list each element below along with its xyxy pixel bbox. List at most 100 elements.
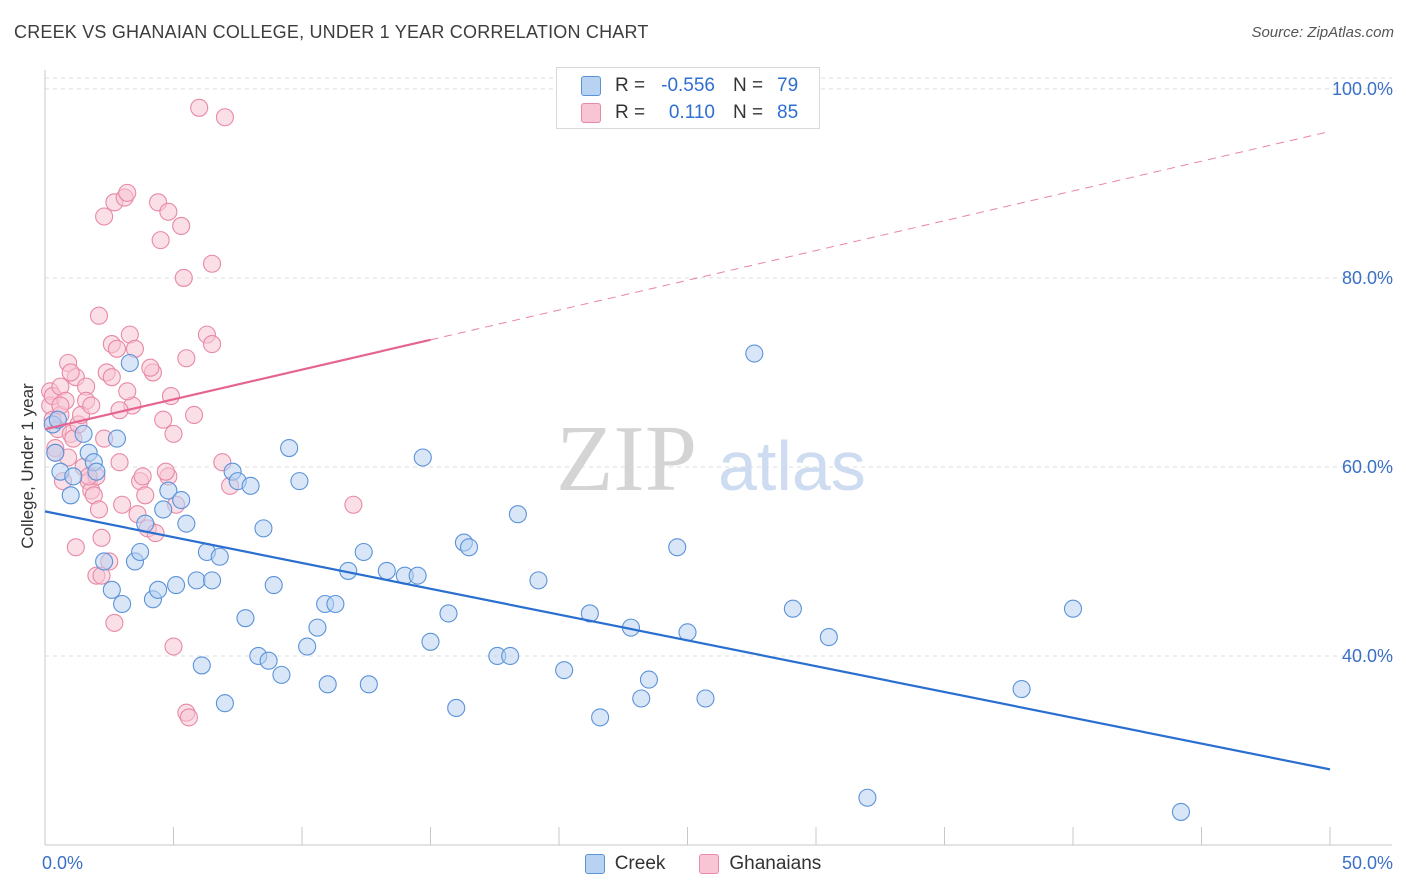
creek-point: [439, 604, 458, 623]
y-axis-label: College, Under 1 year: [18, 383, 37, 549]
ghanaians-point: [118, 382, 137, 401]
creek-point: [632, 689, 651, 708]
ghanaians-point: [159, 202, 178, 221]
creek-trend-line: [44, 510, 1331, 771]
legend-creek-swatch: [584, 854, 605, 874]
creek-point: [210, 547, 229, 566]
creek-point: [203, 571, 222, 590]
ghanaians-point: [151, 231, 170, 250]
creek-point: [783, 599, 802, 618]
creek-point: [120, 353, 139, 373]
ghanaians-trend-extension: [430, 130, 1331, 341]
ghanaians-point: [179, 708, 198, 727]
watermark-atlas: atlas: [718, 427, 866, 505]
ghanaians-point: [136, 486, 155, 505]
ghanaians-point: [164, 637, 183, 656]
y-tick-label: 40.0%: [1342, 646, 1393, 666]
creek-point: [241, 476, 260, 495]
tick-labels: 40.0% 60.0% 80.0% 100.0% 0.0% 50.0%: [42, 79, 1393, 873]
creek-point: [215, 694, 234, 713]
creek-point: [172, 490, 191, 510]
creek-point: [354, 542, 373, 562]
creek-point: [696, 689, 715, 708]
ghanaians-point: [95, 207, 114, 226]
ghanaians-point: [344, 495, 363, 514]
ghanaians-point: [66, 538, 85, 557]
ghanaians-r-label: R =: [615, 102, 646, 123]
creek-point: [149, 580, 168, 599]
creek-point: [639, 670, 659, 689]
ghanaians-point: [154, 410, 173, 429]
creek-point: [280, 438, 299, 458]
ghanaians-point: [89, 306, 109, 325]
ghanaians-point: [174, 268, 193, 287]
ghanaians-point: [89, 500, 109, 519]
ghanaians-swatch: [581, 103, 601, 123]
ghanaians-point: [177, 349, 196, 368]
ghanaians-point: [113, 495, 132, 514]
x-tick-label: 50.0%: [1342, 853, 1393, 873]
y-tick-label: 80.0%: [1342, 268, 1393, 288]
ghanaians-point: [164, 424, 183, 443]
source-label: Source: ZipAtlas.com: [1251, 24, 1394, 41]
trend-lines: [44, 130, 1331, 771]
ghanaians-point: [190, 98, 209, 117]
creek-point: [745, 344, 764, 363]
creek-point: [187, 571, 206, 590]
creek-point: [459, 538, 479, 557]
creek-point: [107, 429, 127, 448]
creek-point: [102, 580, 121, 599]
ghanaians-point: [102, 368, 121, 387]
creek-point: [48, 410, 67, 429]
creek-r-label: R =: [615, 75, 646, 96]
creek-point: [1012, 680, 1031, 699]
creek-point: [819, 628, 838, 647]
legend-item-ghanaians[interactable]: Ghanaians: [699, 853, 821, 875]
ghanaians-trend-line: [44, 338, 431, 431]
ghanaians-point: [118, 183, 137, 202]
creek-points: [43, 344, 1190, 821]
chart-title: CREEK VS GHANAIAN COLLEGE, UNDER 1 YEAR …: [14, 22, 649, 42]
stats-legend: R = -0.556 N = 79 R = 0.110 N = 85: [556, 67, 820, 129]
creek-point: [131, 542, 150, 562]
creek-point: [580, 604, 599, 623]
creek-point: [159, 481, 178, 500]
creek-point: [377, 561, 396, 580]
creek-point: [668, 538, 687, 557]
creek-n-label: N =: [733, 75, 764, 96]
creek-point: [61, 486, 80, 505]
grid: [45, 77, 1392, 657]
creek-point: [447, 698, 466, 718]
creek-point: [508, 505, 527, 524]
legend-item-creek[interactable]: Creek: [584, 853, 666, 875]
ghanaians-point: [82, 396, 101, 415]
creek-point: [113, 594, 132, 614]
ghanaians-n-value: 85: [777, 102, 799, 123]
creek-point: [318, 675, 337, 694]
ghanaians-point: [203, 335, 222, 354]
ghanaians-point: [107, 339, 127, 358]
creek-point: [858, 788, 877, 807]
creek-point: [501, 646, 520, 666]
creek-point: [326, 594, 345, 614]
ghanaians-point: [133, 467, 152, 486]
legend-creek-label: Creek: [614, 853, 666, 874]
y-tick-label: 100.0%: [1332, 79, 1393, 99]
creek-point: [1063, 599, 1083, 618]
creek-r-value: -0.556: [661, 75, 715, 96]
creek-point: [264, 576, 283, 595]
creek-point: [64, 467, 83, 486]
creek-point: [290, 472, 309, 491]
y-tick-label: 60.0%: [1342, 457, 1393, 477]
creek-point: [154, 500, 173, 519]
creek-point: [254, 519, 273, 538]
creek-point: [177, 514, 196, 533]
ghanaians-point: [110, 453, 129, 472]
creek-swatch: [581, 76, 601, 96]
x-tick-label: 0.0%: [42, 853, 83, 873]
watermark-zip: ZIP: [556, 407, 697, 511]
creek-point: [359, 675, 378, 694]
legend-ghanaians-label: Ghanaians: [729, 853, 822, 874]
ghanaians-point: [215, 108, 234, 127]
